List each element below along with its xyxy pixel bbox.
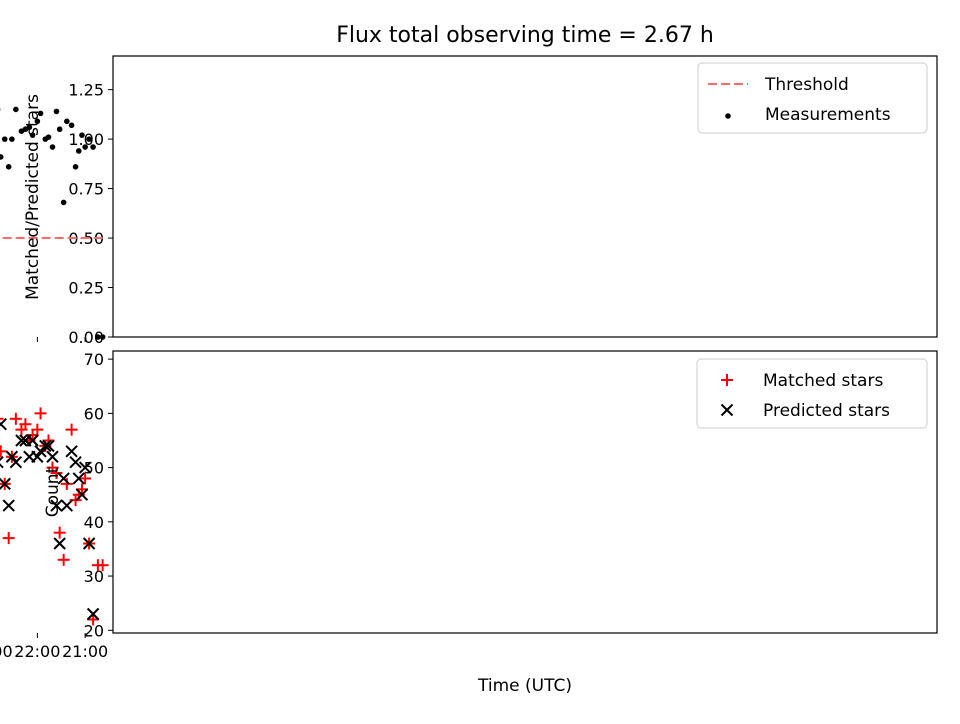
matched-star-point: [58, 554, 70, 566]
matched-star-point: [35, 407, 47, 419]
predicted-star-point: [54, 538, 65, 549]
measurement-point: [9, 136, 15, 142]
predicted-star-point: [0, 419, 6, 430]
x-tick-label: 22:00: [14, 642, 60, 661]
measurement-point: [0, 154, 4, 160]
measurement-point: [6, 164, 12, 170]
measurement-point: [82, 144, 88, 150]
measurement-point: [57, 126, 63, 132]
measurement-point: [54, 109, 60, 115]
measurement-point: [13, 107, 19, 113]
measurement-point: [61, 200, 67, 206]
predicted-star-point: [66, 446, 77, 457]
matched-star-point: [3, 532, 15, 544]
top-y-axis-label: Matched/Predicted stars: [23, 94, 43, 300]
bottom-y-tick-label: 40: [84, 513, 104, 532]
bottom-y-axis-label: Count: [43, 466, 63, 517]
predicted-star-point: [0, 457, 3, 468]
top-y-tick-label: 0.75: [68, 180, 104, 199]
x-axis-label: Time (UTC): [477, 676, 572, 696]
measurement-point: [43, 136, 49, 142]
legend-matched-label: Matched stars: [763, 371, 883, 391]
bottom-panel: 20304050607021:0022:0023:0000:0001:0002:…: [0, 350, 937, 661]
x-tick-label: 23:00: [0, 642, 13, 661]
legend-measurements-swatch: [725, 113, 731, 119]
predicted-star-point: [3, 500, 14, 511]
legend-predicted-label: Predicted stars: [763, 401, 890, 421]
matched-star-point: [0, 445, 7, 457]
measurement-point: [79, 132, 85, 138]
top-y-tick-label: 1.25: [68, 81, 104, 100]
measurement-point: [90, 144, 96, 150]
bottom-y-tick-label: 30: [84, 567, 104, 586]
measurement-point: [86, 136, 92, 142]
measurement-point: [95, 334, 101, 340]
predicted-star-point: [47, 451, 58, 462]
measurement-point: [64, 119, 70, 125]
matched-star-point: [54, 527, 66, 539]
measurement-point: [73, 164, 79, 170]
predicted-star-point: [24, 451, 35, 462]
legend-threshold-label: Threshold: [764, 75, 849, 95]
measurement-point: [100, 334, 106, 340]
measurement-point: [69, 122, 75, 128]
measurement-point: [2, 136, 8, 142]
top-y-tick-label: 0.25: [68, 279, 104, 298]
chart-title: Flux total observing time = 2.67 h: [336, 23, 714, 48]
matched-star-point: [10, 413, 22, 425]
x-tick-label: 21:00: [62, 642, 108, 661]
bottom-y-tick-label: 70: [84, 350, 104, 369]
measurement-point: [76, 148, 82, 154]
legend-measurements-label: Measurements: [765, 105, 891, 125]
matched-star-point: [66, 424, 78, 436]
bottom-y-tick-label: 60: [84, 404, 104, 423]
predicted-star-point: [70, 457, 81, 468]
measurement-point: [50, 144, 56, 150]
